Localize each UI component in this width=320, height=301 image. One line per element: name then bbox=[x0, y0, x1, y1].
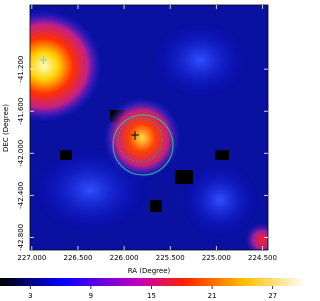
x-tick-label: 225.500 bbox=[156, 254, 185, 262]
colorbar-tick-label: 27 bbox=[268, 292, 277, 300]
y-tick-label: -41.200 bbox=[17, 56, 25, 83]
x-tick-label: 226.000 bbox=[110, 254, 139, 262]
colorbar-tick-label: 21 bbox=[208, 292, 217, 300]
sky-image bbox=[30, 5, 268, 250]
colorbar-tick-label: 3 bbox=[28, 292, 32, 300]
chart: RA (Degree) DEC (Degree) 227.000 226.500 2… bbox=[0, 4, 306, 300]
colorbar-tick-label: 9 bbox=[89, 292, 93, 300]
colorbar-tick-label: 15 bbox=[147, 292, 156, 300]
y-tick-label: -41.600 bbox=[17, 98, 25, 125]
x-tick-label: 226.500 bbox=[63, 254, 92, 262]
x-tick-label: 227.000 bbox=[17, 254, 46, 262]
colorbar bbox=[0, 278, 306, 286]
x-tick-label: 224.500 bbox=[248, 254, 277, 262]
y-axis-label: DEC (Degree) bbox=[2, 104, 10, 152]
y-tick-label: -42.400 bbox=[17, 182, 25, 209]
y-tick-label: -42.800 bbox=[17, 224, 25, 251]
y-tick-label: -42.000 bbox=[17, 140, 25, 167]
x-tick-label: 225.000 bbox=[202, 254, 231, 262]
x-axis-label: RA (Degree) bbox=[128, 267, 171, 275]
plot-frame bbox=[29, 4, 269, 251]
